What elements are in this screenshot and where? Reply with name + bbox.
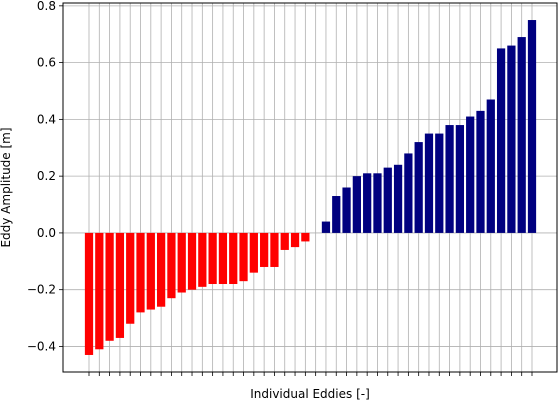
bar	[435, 133, 444, 233]
bar	[126, 232, 135, 324]
y-tick-label: 0.4	[37, 112, 56, 126]
bar	[466, 116, 475, 233]
bar	[332, 196, 341, 233]
vertical-grid-lines	[88, 3, 533, 372]
bar	[208, 232, 217, 285]
bar	[507, 45, 516, 233]
bar	[167, 232, 176, 299]
y-ticks: −0.4 −0.2 0.0 0.2 0.4 0.6 0.8	[27, 0, 63, 353]
x-ticks	[88, 372, 533, 376]
bar	[239, 232, 248, 282]
bar	[342, 187, 351, 233]
horizontal-grid-lines	[63, 5, 557, 347]
bars	[84, 20, 537, 355]
bar	[105, 232, 114, 341]
bar	[218, 232, 228, 285]
bar	[290, 232, 300, 248]
bar	[115, 232, 125, 338]
bar	[352, 176, 361, 233]
bar	[373, 173, 382, 233]
bar	[496, 48, 506, 233]
y-axis-label: Eddy Amplitude [m]	[0, 127, 13, 247]
bar	[321, 221, 331, 233]
bar	[414, 142, 423, 233]
bar	[476, 110, 485, 233]
y-tick-label: 0.6	[37, 56, 56, 70]
bar	[486, 99, 495, 233]
bar	[280, 232, 289, 250]
bar	[95, 232, 104, 350]
y-tick-label: −0.2	[27, 283, 56, 297]
y-tick-label: −0.4	[27, 339, 56, 353]
plot-frame	[62, 2, 558, 373]
bar	[301, 232, 310, 242]
bar	[363, 173, 372, 233]
bar	[270, 232, 279, 267]
bar	[445, 125, 454, 233]
bar	[187, 232, 197, 290]
bar	[517, 37, 526, 233]
y-tick-label: 0.8	[37, 0, 56, 13]
x-axis-label: Individual Eddies [-]	[250, 387, 370, 401]
bar	[393, 164, 403, 233]
bar	[455, 125, 465, 233]
bar	[404, 153, 413, 233]
bar	[198, 232, 207, 287]
bar	[84, 232, 94, 355]
bar	[146, 232, 155, 310]
bar	[424, 133, 434, 233]
bar	[527, 20, 537, 233]
bar	[229, 232, 238, 285]
bar	[260, 232, 269, 267]
bar	[177, 232, 186, 293]
bar	[156, 232, 166, 307]
bar	[249, 232, 258, 273]
bar	[136, 232, 145, 313]
y-tick-label: 0.2	[37, 169, 56, 183]
bar	[383, 167, 392, 233]
y-tick-label: 0.0	[37, 226, 56, 240]
